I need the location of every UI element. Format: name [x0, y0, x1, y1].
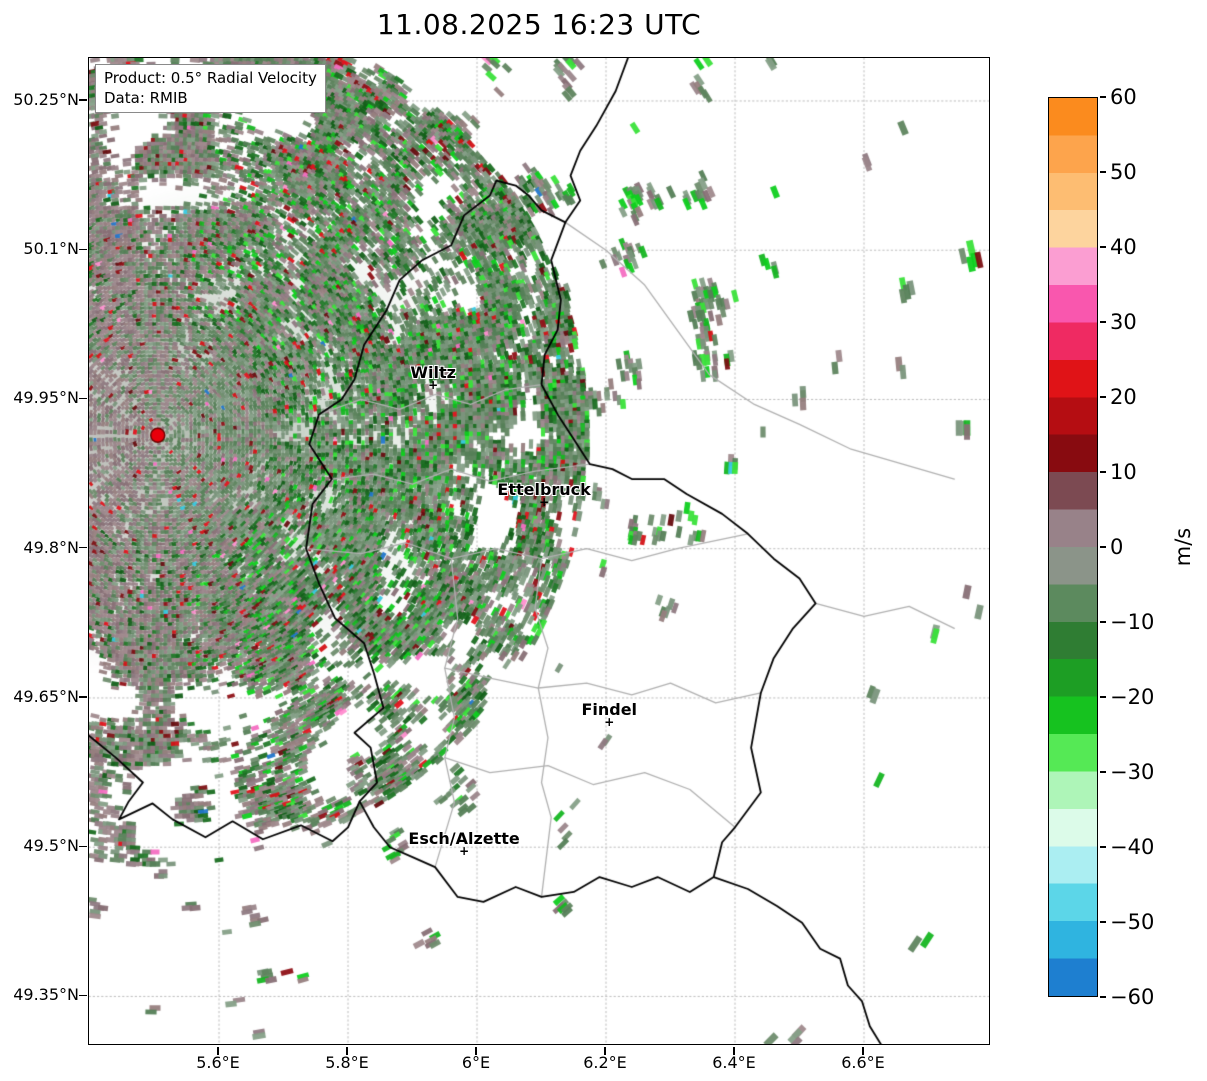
axis-tick-mark [1099, 246, 1106, 248]
city-marker-icon: + [459, 843, 470, 858]
lat-tick-label: 49.65°N [13, 686, 79, 706]
axis-tick-mark [1099, 96, 1106, 98]
colorbar-tick-label: 30 [1110, 310, 1137, 334]
lon-tick-label: 5.8°E [325, 1053, 369, 1072]
colorbar-tick-label: 0 [1110, 535, 1124, 559]
city-label-wiltz: Wiltz [410, 362, 456, 382]
axis-tick-mark [79, 994, 87, 997]
axis-tick-mark [217, 1047, 219, 1055]
axis-tick-mark [79, 547, 87, 549]
city-label-ettelbruck: Ettelbruck [497, 479, 591, 499]
annotation-product-line: Product: 0.5° Radial Velocity [104, 69, 317, 87]
colorbar-tick-label: −30 [1110, 760, 1155, 784]
axis-tick-mark [1099, 171, 1106, 173]
axis-tick-mark [79, 99, 87, 101]
axis-tick-mark [79, 696, 87, 698]
lon-tick-label: 6°E [461, 1053, 491, 1072]
colorbar-tick-label: −50 [1110, 910, 1155, 934]
city-label-esch-alzette: Esch/Alzette [408, 829, 520, 849]
colorbar [1048, 97, 1098, 997]
axis-tick-mark [1099, 996, 1106, 998]
city-marker-icon: + [428, 377, 439, 392]
axis-tick-mark [1099, 771, 1106, 773]
lat-tick-label: 50.25°N [13, 89, 79, 109]
lon-tick-label: 6.2°E [583, 1053, 627, 1072]
lat-tick-label: 49.8°N [23, 537, 79, 557]
city-marker-icon: + [539, 494, 550, 509]
axis-tick-mark [79, 248, 87, 250]
colorbar-tick-label: −10 [1110, 610, 1155, 634]
colorbar-tick-label: 40 [1110, 235, 1137, 259]
lon-tick-label: 6.4°E [712, 1053, 756, 1072]
axis-tick-mark [1099, 396, 1106, 398]
axis-tick-mark [475, 1047, 477, 1055]
radar-map-canvas [89, 58, 989, 1044]
colorbar-tick-label: −40 [1110, 835, 1155, 859]
colorbar-tick-label: 10 [1110, 460, 1137, 484]
plot-area: Product: 0.5° Radial Velocity Data: RMIB… [88, 57, 990, 1045]
axis-tick-mark [79, 397, 87, 400]
axis-tick-mark [1099, 546, 1106, 548]
axis-tick-mark [862, 1047, 864, 1055]
colorbar-tick-label: 50 [1110, 160, 1137, 184]
axis-tick-mark [1099, 696, 1106, 698]
lat-tick-label: 49.5°N [23, 836, 79, 856]
city-marker-icon: + [604, 714, 615, 729]
colorbar-gradient [1049, 98, 1097, 996]
axis-tick-mark [1099, 321, 1106, 323]
figure-title: 11.08.2025 16:23 UTC [376, 8, 702, 41]
product-annotation-box: Product: 0.5° Radial Velocity Data: RMIB [95, 64, 326, 113]
colorbar-tick-label: −20 [1110, 685, 1155, 709]
axis-tick-mark [1099, 621, 1106, 623]
city-label-findel: Findel [581, 699, 638, 719]
axis-tick-mark [1099, 846, 1106, 848]
axis-tick-mark [1099, 921, 1106, 923]
lat-tick-label: 49.35°N [13, 985, 79, 1005]
axis-tick-mark [1099, 471, 1106, 473]
axis-tick-mark [79, 845, 87, 847]
axis-tick-mark [346, 1047, 348, 1055]
colorbar-units-label: m/s [1171, 527, 1195, 567]
lon-tick-label: 5.6°E [196, 1053, 240, 1072]
lat-tick-label: 50.1°N [23, 239, 79, 259]
lon-tick-label: 6.6°E [841, 1053, 885, 1072]
annotation-source-line: Data: RMIB [104, 89, 188, 107]
colorbar-tick-label: −60 [1110, 985, 1155, 1009]
axis-tick-mark [733, 1047, 735, 1055]
colorbar-tick-label: 20 [1110, 385, 1137, 409]
colorbar-tick-label: 60 [1110, 85, 1137, 109]
axis-tick-mark [604, 1047, 606, 1055]
lat-tick-label: 49.95°N [13, 388, 79, 408]
